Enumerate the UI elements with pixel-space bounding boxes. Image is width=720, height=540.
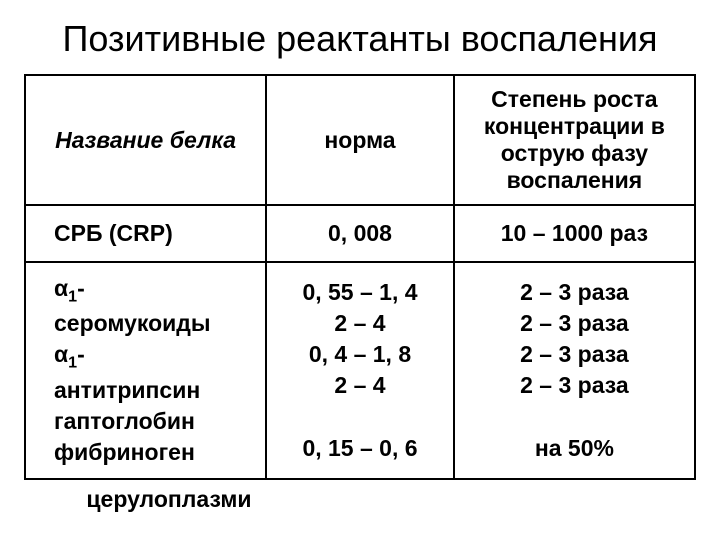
protein-haptoglobin: гаптоглобин bbox=[54, 406, 257, 437]
ceruloplasmin-cutoff: церулоплазми bbox=[48, 480, 290, 513]
degree-value bbox=[463, 401, 686, 432]
header-norm: норма bbox=[266, 75, 454, 205]
degree-value: 2 – 3 раза bbox=[463, 277, 686, 308]
table-row: α1- серомукоиды α1- антитрипсин гаптогло… bbox=[25, 262, 695, 479]
degree-value: 2 – 3 раза bbox=[463, 308, 686, 339]
norm-value: 2 – 4 bbox=[275, 308, 445, 339]
norm-value: 0, 55 – 1, 4 bbox=[275, 277, 445, 308]
norm-value: 0, 15 – 0, 6 bbox=[275, 433, 445, 464]
degree-value: 2 – 3 раза bbox=[463, 339, 686, 370]
protein-a1-sero-prefix: α1- bbox=[54, 273, 257, 308]
norm-value bbox=[275, 401, 445, 432]
table-header-row: Название белка норма Степень роста конце… bbox=[25, 75, 695, 205]
multi-degrees: 2 – 3 раза 2 – 3 раза 2 – 3 раза 2 – 3 р… bbox=[454, 262, 695, 479]
protein-fibrinogen: фибриноген bbox=[54, 437, 257, 468]
degree-value: 2 – 3 раза bbox=[463, 370, 686, 401]
header-degree: Степень роста концентрации в острую фазу… bbox=[454, 75, 695, 205]
norm-value: 2 – 4 bbox=[275, 370, 445, 401]
protein-antitrypsin: антитрипсин bbox=[54, 375, 257, 406]
header-name: Название белка bbox=[25, 75, 266, 205]
protein-a1-anti-prefix: α1- bbox=[54, 339, 257, 374]
multi-names: α1- серомукоиды α1- антитрипсин гаптогло… bbox=[25, 262, 266, 479]
table-container: Название белка норма Степень роста конце… bbox=[0, 74, 720, 513]
protein-seromucoids: серомукоиды bbox=[54, 308, 257, 339]
crp-name: СРБ (CRP) bbox=[25, 205, 266, 262]
norm-value: 0, 4 – 1, 8 bbox=[275, 339, 445, 370]
degree-value: на 50% bbox=[463, 433, 686, 464]
reactants-table: Название белка норма Степень роста конце… bbox=[24, 74, 696, 480]
crp-degree: 10 – 1000 раз bbox=[454, 205, 695, 262]
multi-norms: 0, 55 – 1, 4 2 – 4 0, 4 – 1, 8 2 – 4 0, … bbox=[266, 262, 454, 479]
crp-norm: 0, 008 bbox=[266, 205, 454, 262]
table-row: СРБ (CRP) 0, 008 10 – 1000 раз bbox=[25, 205, 695, 262]
page-title: Позитивные реактанты воспаления bbox=[0, 0, 720, 74]
